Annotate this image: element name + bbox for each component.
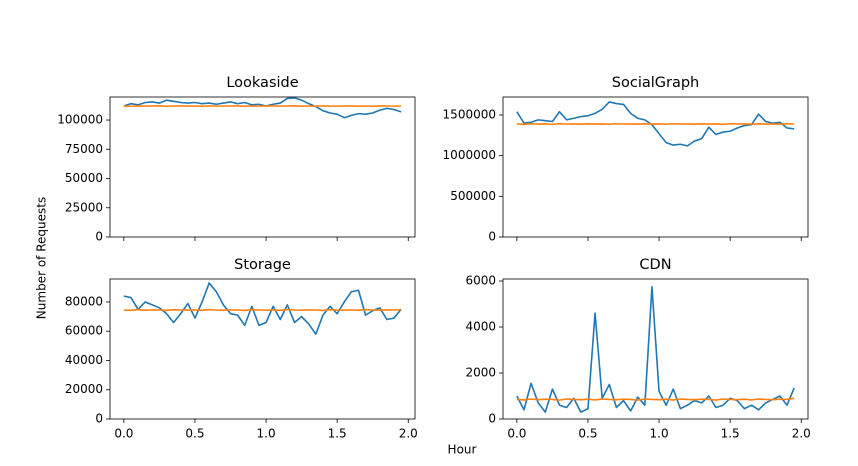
subplot-title: CDN	[639, 257, 671, 273]
x-tick-label: 0.0	[114, 427, 133, 441]
y-tick-label: 1500000	[443, 107, 496, 121]
series-line	[516, 285, 795, 413]
y-tick-label: 0	[95, 412, 103, 426]
x-tick-label: 0.0	[507, 427, 526, 441]
subplot-title: Lookaside	[226, 75, 298, 91]
y-tick-label: 60000	[65, 324, 103, 338]
y-tick-label: 0	[488, 412, 496, 426]
y-axis-label: Number of Requests	[35, 197, 49, 319]
subplot-title: Storage	[234, 257, 291, 273]
axes-frame	[502, 96, 809, 238]
y-tick-label: 25000	[65, 200, 103, 214]
y-tick-label: 40000	[65, 353, 103, 367]
y-tick-label: 500000	[450, 189, 496, 203]
y-tick-label: 80000	[65, 294, 103, 308]
series-line	[516, 101, 795, 147]
series-line	[123, 97, 402, 119]
series-line	[123, 308, 402, 312]
x-tick-label: 2.0	[792, 427, 811, 441]
x-tick-label: 1.5	[328, 427, 347, 441]
x-axis-label: Hour	[448, 443, 477, 457]
x-tick-label: 1.0	[650, 427, 669, 441]
y-tick-label: 0	[95, 230, 103, 244]
y-tick-label: 6000	[465, 274, 496, 288]
series-line	[516, 397, 795, 401]
axes-frame	[109, 96, 416, 238]
y-tick-label: 100000	[57, 113, 103, 127]
x-tick-label: 1.0	[257, 427, 276, 441]
y-tick-label: 0	[488, 230, 496, 244]
axes-frame	[109, 278, 416, 420]
x-tick-label: 0.5	[185, 427, 204, 441]
y-tick-label: 20000	[65, 382, 103, 396]
series-line	[516, 122, 795, 126]
x-tick-label: 0.5	[578, 427, 597, 441]
subplot-title: SocialGraph	[612, 75, 699, 91]
axes-frame	[502, 278, 809, 420]
x-tick-label: 1.5	[721, 427, 740, 441]
y-tick-label: 4000	[465, 320, 496, 334]
y-tick-label: 75000	[65, 142, 103, 156]
y-tick-label: 50000	[65, 171, 103, 185]
series-line	[123, 282, 402, 335]
y-tick-label: 2000	[465, 366, 496, 380]
x-tick-label: 2.0	[399, 427, 418, 441]
y-tick-label: 1000000	[443, 148, 496, 162]
